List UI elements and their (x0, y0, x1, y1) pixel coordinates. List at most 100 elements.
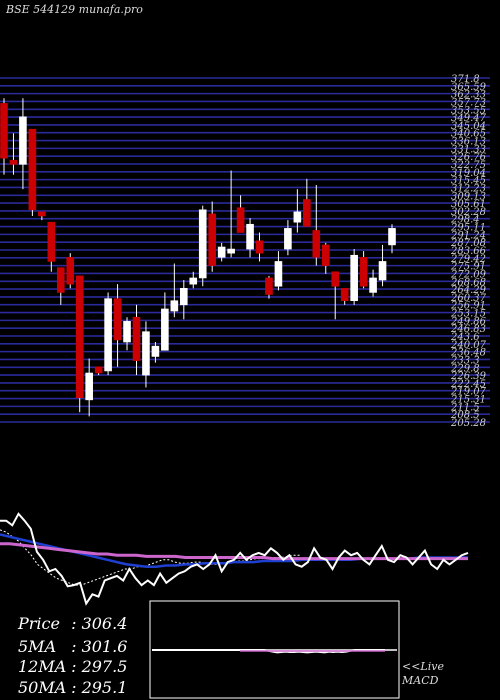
candle-up (246, 223, 254, 250)
candle-up (170, 300, 179, 312)
price-tick-label: 279.42 (450, 254, 486, 265)
price-tick-label: 345.04 (451, 121, 486, 132)
price-tick-label: 322.75 (451, 160, 486, 171)
macd-caption: <<Live MACD (402, 660, 444, 688)
candle-down (113, 298, 122, 341)
price-tick-label: 298.4 (450, 215, 480, 226)
candle-up (189, 277, 198, 285)
ma5-label: 5MA (18, 637, 57, 656)
price-tick-label: 249.86 (450, 316, 487, 327)
candle-up (378, 261, 387, 281)
candle-up (104, 298, 112, 372)
candlestick-series (0, 98, 396, 417)
ma50-stat: 50MA : 295.1 (18, 676, 127, 699)
price-tick-label: 243.6 (450, 332, 480, 343)
price-tick-label: 305.61 (451, 199, 486, 210)
candle-up (151, 345, 160, 357)
live-label: <<Live (402, 660, 444, 673)
price-value: : 306.4 (71, 614, 128, 633)
candle-down (0, 103, 8, 159)
macd-panel (149, 600, 400, 699)
macd-box (149, 600, 400, 699)
candle-down (208, 213, 216, 266)
price-tick-label: 353.55 (451, 105, 486, 116)
ma12-label: 12MA (18, 657, 67, 676)
ma-fast-line (0, 529, 300, 586)
price-tick-label: 319.04 (451, 168, 486, 179)
price-tick-label: 336.13 (451, 137, 486, 148)
price-tick-label: 287.08 (450, 238, 486, 249)
ma-long-line (0, 542, 468, 561)
ma50-value: : 295.1 (71, 678, 128, 697)
candle-down (94, 366, 103, 374)
price-tick-label: 349.47 (451, 113, 487, 124)
candle-up (180, 288, 188, 306)
price-tick-label: 362.33 (451, 90, 486, 101)
price-tick-label: 302.28 (451, 207, 486, 218)
candle-down (28, 128, 37, 211)
candle-down (66, 257, 75, 285)
price-tick-label: 229.8 (450, 363, 480, 374)
candle-down (75, 275, 84, 399)
candle-up (227, 248, 235, 254)
ma5-stat: 5MA : 301.6 (18, 635, 127, 658)
price-tick-label: 309.13 (451, 191, 486, 202)
candle-down (47, 221, 56, 262)
price-tick-label: 205.28 (450, 418, 486, 429)
price-tick-label: 272.09 (450, 269, 487, 280)
candle-up (274, 261, 283, 287)
price-tick-label: 226.39 (450, 371, 487, 382)
price-tick-label: 208.5 (450, 410, 480, 421)
price-tick-label: 233.3 (450, 355, 480, 366)
candle-down (132, 316, 141, 361)
price-tick-label: 236.48 (450, 348, 486, 359)
ma5-value: : 301.6 (71, 637, 128, 656)
price-label: Price (18, 614, 60, 633)
price-tick-label: 260.37 (450, 293, 487, 304)
price-tick-label: 246.83 (450, 324, 486, 335)
price-tick-label: 264.29 (450, 285, 487, 296)
price-tick-label: 357.73 (451, 97, 486, 108)
candle-up (350, 254, 358, 301)
price-stat: Price : 306.4 (18, 612, 127, 635)
indicator-panel (0, 512, 469, 606)
price-tick-label: 211.5 (450, 402, 480, 413)
ma12-stat: 12MA : 297.5 (18, 655, 127, 678)
price-tick-label: 275.91 (450, 262, 486, 273)
candle-up (388, 228, 396, 246)
ma12-value: : 297.5 (71, 657, 128, 676)
price-tick-label: 256.91 (450, 301, 486, 312)
candle-up (85, 372, 93, 401)
price-tick-label: 222.45 (450, 379, 486, 390)
candle-down (265, 277, 273, 295)
price-tick-label: 371.8 (451, 74, 480, 85)
price-tick-label: 291.24 (450, 230, 486, 241)
price-tick-label: 219.07 (450, 387, 487, 398)
price-grid (0, 77, 490, 423)
price-axis-labels: 371.8365.59362.33357.73353.55349.47345.0… (450, 74, 487, 429)
price-tick-label: 215.31 (450, 395, 486, 406)
candle-up (198, 209, 207, 279)
price-tick-label: 295.11 (450, 223, 486, 234)
candle-down (303, 199, 311, 227)
price-tick-label: 240.07 (450, 340, 487, 351)
candle-down (359, 257, 368, 287)
candle-down (255, 240, 264, 254)
candle-down (56, 267, 65, 293)
candle-up (293, 211, 302, 223)
price-tick-label: 283.66 (450, 246, 487, 257)
price-tick-label: 253.15 (450, 309, 486, 320)
price-tick-label: 340.65 (451, 129, 486, 140)
candle-down (312, 230, 321, 258)
price-tick-label: 331.33 (451, 144, 486, 155)
candle-up (284, 228, 292, 250)
price-tick-label: 268.68 (450, 277, 486, 288)
candle-down (9, 159, 18, 165)
candle-up (123, 321, 131, 343)
price-line (0, 512, 469, 606)
price-tick-label: 326.76 (451, 152, 487, 163)
candle-down (38, 211, 46, 217)
price-tick-label: 315.45 (451, 176, 486, 187)
macd-label: MACD (402, 674, 439, 687)
